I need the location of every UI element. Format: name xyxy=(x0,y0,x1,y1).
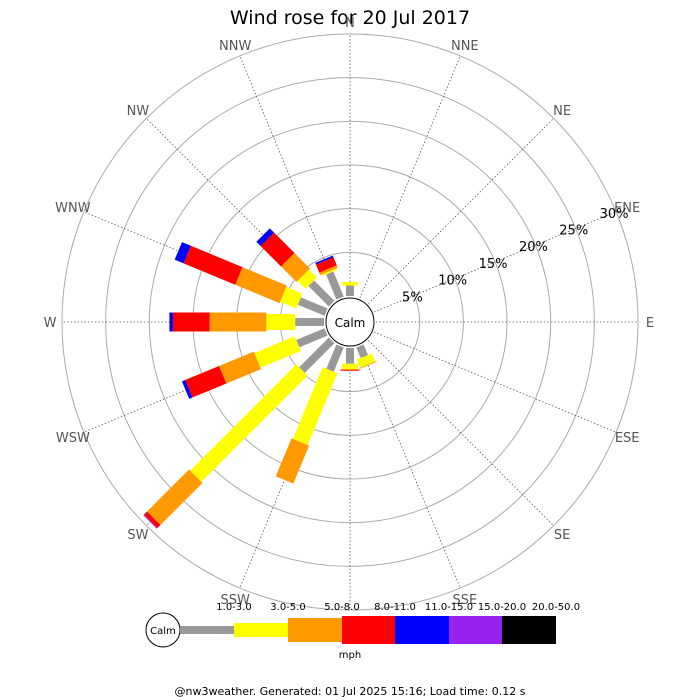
percent-label: 25% xyxy=(559,223,588,238)
legend-swatch xyxy=(234,623,288,637)
legend-bin-label: 3.0-5.0 xyxy=(270,602,305,613)
percent-label: 5% xyxy=(402,290,423,305)
petal-segment-nw xyxy=(256,228,275,247)
legend-bin-label: 20.0-50.0 xyxy=(532,602,580,613)
petal-segment-s xyxy=(340,369,360,371)
grid-spoke xyxy=(373,331,617,433)
petal-segment-nw xyxy=(281,253,310,282)
grid-ring xyxy=(148,120,552,524)
petal-segment-wsw xyxy=(185,365,227,398)
legend-bin-label: 5.0-8.0 xyxy=(324,602,359,613)
grid-spoke xyxy=(359,345,461,589)
petal-segment-nnw xyxy=(315,257,337,273)
petal-segment-sw xyxy=(143,514,158,529)
legend-swatch xyxy=(449,616,502,644)
petal-segment-ssw xyxy=(275,438,310,484)
direction-label: SW xyxy=(127,528,148,543)
speed-legend: Calm 1.0-3.0 3.0-5.0 5.0-8.0 8.0-11.0 11.0-15… xyxy=(145,602,580,648)
petal-segment-sw xyxy=(147,469,203,525)
direction-label: NNE xyxy=(451,39,479,54)
petal-segment-sw xyxy=(143,511,161,529)
petal-segment-wnw xyxy=(235,267,287,304)
direction-label: NE xyxy=(553,104,571,119)
petal-segment-w xyxy=(266,314,296,330)
petal-segment-sse xyxy=(358,360,377,370)
direction-label: SSW xyxy=(221,593,251,608)
grid-spoke xyxy=(368,118,554,304)
grid-spoke xyxy=(359,55,461,299)
direction-label: ENE xyxy=(614,201,640,216)
direction-label: SSE xyxy=(452,593,477,608)
chart-title: Wind rose for 20 Jul 2017 xyxy=(230,7,470,29)
grid-spoke xyxy=(373,211,617,313)
petal-segment-ssw xyxy=(326,344,344,372)
grid-spoke xyxy=(239,55,341,299)
direction-label: SE xyxy=(554,528,570,543)
legend-swatch xyxy=(502,616,556,644)
direction-label: NW xyxy=(127,104,150,119)
legend-swatch xyxy=(395,616,449,644)
grid-ring xyxy=(61,33,639,611)
percent-labels: 5% 10% 15% 20% 25% 30% xyxy=(402,207,628,306)
legend-bin-label: 11.0-15.0 xyxy=(425,602,473,613)
petal-segment-nnw xyxy=(325,271,344,300)
petal-segment-sw xyxy=(190,364,308,482)
direction-labels: NNNENEENEEESESESSESSSWSWWSWWWNWNWNNW xyxy=(44,16,655,631)
petal-segment-wnw xyxy=(183,245,243,285)
direction-label: W xyxy=(44,316,57,331)
petal-segment-sw xyxy=(299,337,335,373)
legend-bin-label: 1.0-3.0 xyxy=(216,602,251,613)
petal-segment-nw xyxy=(308,280,335,307)
petal-segment-sse xyxy=(356,353,376,368)
petal-segment-s xyxy=(342,363,358,369)
petal-segment-nw xyxy=(297,269,317,289)
legend-swatch xyxy=(288,618,342,642)
percent-label: 10% xyxy=(438,274,467,289)
petals xyxy=(143,228,377,529)
petal-segment-sse xyxy=(356,344,368,359)
petal-segment-wnw xyxy=(280,286,303,309)
petal-segment-wnw xyxy=(297,297,328,316)
direction-label: E xyxy=(646,316,654,331)
legend-bin-label: 15.0-20.0 xyxy=(478,602,526,613)
petal-segment-wnw xyxy=(174,242,191,264)
percent-label: 30% xyxy=(600,207,629,222)
petal-segment-n xyxy=(346,285,354,296)
petal-segment-ssw xyxy=(292,367,338,446)
direction-label: N xyxy=(345,16,355,31)
petal-segment-wsw xyxy=(296,328,328,348)
direction-label: WNW xyxy=(55,201,91,216)
percent-label: 20% xyxy=(519,240,548,255)
petal-segment-w xyxy=(295,318,324,326)
direction-label: WSW xyxy=(56,431,90,446)
petal-segment-n xyxy=(342,282,358,286)
legend-bin-label: 8.0-11.0 xyxy=(374,602,416,613)
direction-label: NNW xyxy=(219,39,251,54)
petal-segment-w xyxy=(172,312,210,332)
legend-swatch xyxy=(180,626,234,634)
petal-segment-nnw xyxy=(315,255,334,265)
petal-segment-nw xyxy=(260,232,295,267)
calm-circle: Calm xyxy=(325,297,375,347)
calm-circle-shape xyxy=(325,297,375,347)
grid-spoke xyxy=(146,118,332,304)
petal-segment-nnw xyxy=(321,268,338,277)
petal-segment-w xyxy=(169,312,173,332)
petal-segment-wsw xyxy=(219,351,262,384)
percent-label: 15% xyxy=(479,257,508,272)
footer: @nw3weather. Generated: 01 Jul 2025 15:1… xyxy=(175,685,526,698)
legend-swatch xyxy=(342,616,395,644)
petal-segment-nnw xyxy=(319,265,338,275)
legend-calm-label: Calm xyxy=(150,626,176,637)
petal-segment-w xyxy=(209,312,267,332)
grid-spoke xyxy=(368,340,554,526)
petal-segment-s xyxy=(340,368,360,370)
petal-segment-wsw xyxy=(181,379,193,399)
petal-segment-s xyxy=(346,348,354,364)
legend-unit: mph xyxy=(339,650,361,661)
calm-label: Calm xyxy=(335,316,366,330)
direction-label: ESE xyxy=(615,431,640,446)
petal-segment-wsw xyxy=(254,336,301,368)
